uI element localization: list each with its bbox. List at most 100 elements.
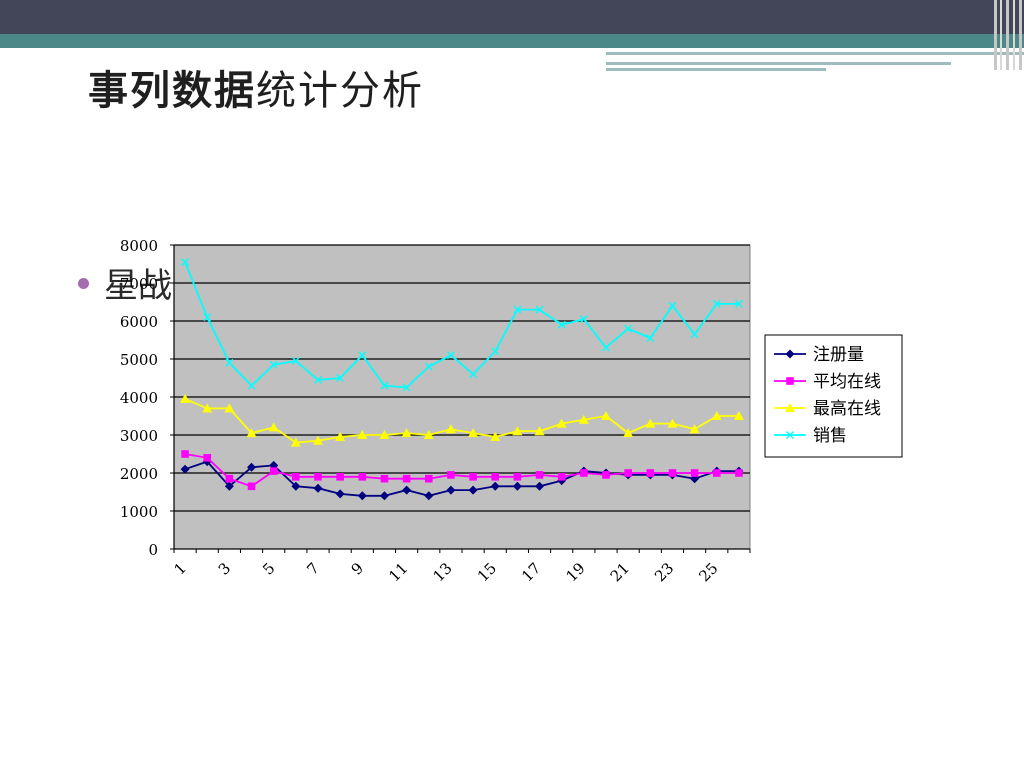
data-point <box>734 299 743 308</box>
data-point <box>733 411 744 420</box>
data-point <box>424 362 433 371</box>
y-tick-label: 0 <box>148 541 158 559</box>
data-point <box>579 315 588 324</box>
data-point <box>335 489 345 499</box>
data-point <box>513 473 522 481</box>
data-point <box>181 258 190 267</box>
data-point <box>445 424 456 434</box>
data-point <box>512 481 522 491</box>
data-point <box>469 473 477 481</box>
data-point <box>690 469 699 477</box>
data-point <box>357 491 367 501</box>
header-accent-line-3 <box>606 68 826 71</box>
data-point <box>513 305 522 314</box>
data-point <box>314 473 322 481</box>
data-point <box>269 467 278 475</box>
data-point <box>668 301 677 310</box>
legend-marker <box>785 349 795 359</box>
data-point <box>512 426 523 436</box>
slide-title-rest: 统计分析 <box>256 68 424 114</box>
data-point <box>246 428 257 438</box>
data-point <box>224 481 234 491</box>
data-point <box>624 469 632 477</box>
slide-title-bold: 事列数据 <box>88 68 256 114</box>
header-vertical-stripe <box>1000 0 1002 70</box>
series-2 <box>181 450 743 491</box>
data-point <box>446 485 456 495</box>
header-vertical-stripe <box>1019 0 1022 70</box>
data-point <box>292 473 300 481</box>
data-point <box>313 483 323 493</box>
header-teal-band <box>0 34 1024 48</box>
data-point <box>247 381 256 390</box>
data-point <box>424 474 433 483</box>
data-point <box>491 473 500 481</box>
slide-title: 事列数据统计分析 <box>88 58 424 116</box>
data-point <box>402 383 411 392</box>
data-point <box>535 471 544 479</box>
legend-marker <box>786 377 794 385</box>
x-tick-label: 3 <box>215 559 234 578</box>
data-point <box>181 450 189 458</box>
header-dark-band <box>0 0 1024 34</box>
data-point <box>203 313 212 322</box>
data-point <box>580 469 588 477</box>
data-point <box>468 485 478 495</box>
data-point <box>735 469 743 477</box>
x-tick-label: 11 <box>385 559 411 585</box>
data-point <box>446 351 455 360</box>
data-point <box>314 375 322 384</box>
x-tick-label: 1 <box>170 559 189 578</box>
data-point <box>578 414 589 424</box>
legend-marker <box>785 403 795 412</box>
data-point <box>711 411 722 420</box>
data-point <box>379 430 390 439</box>
data-point <box>490 431 501 441</box>
data-point <box>247 482 256 491</box>
header-vertical-stripe <box>994 0 997 70</box>
data-point <box>667 418 678 428</box>
y-tick-label: 5000 <box>120 351 158 369</box>
data-point <box>423 430 434 439</box>
data-point <box>336 473 344 481</box>
data-point <box>180 464 190 474</box>
x-tick-label: 5 <box>259 559 278 578</box>
data-point <box>557 473 566 481</box>
data-point <box>712 469 721 477</box>
data-point <box>380 381 389 390</box>
data-point <box>313 435 323 445</box>
data-point <box>358 351 367 360</box>
data-point <box>690 330 699 339</box>
bullet-text: 星战 <box>104 266 172 306</box>
legend-label: 最高在线 <box>813 399 881 419</box>
data-point <box>401 428 412 438</box>
data-point <box>534 426 545 436</box>
y-tick-label: 7000 <box>120 275 158 293</box>
data-point <box>291 481 301 491</box>
data-point <box>646 334 655 343</box>
header-accent-line <box>606 52 1024 55</box>
data-point <box>291 356 300 365</box>
x-tick-label: 23 <box>651 559 677 585</box>
data-point <box>180 393 191 403</box>
legend-label: 平均在线 <box>813 372 881 392</box>
data-point <box>424 491 434 501</box>
data-point <box>491 347 500 356</box>
data-point <box>447 471 455 479</box>
x-tick-label: 25 <box>695 559 721 585</box>
data-point <box>290 437 301 447</box>
data-point <box>268 422 279 432</box>
series-line <box>184 261 739 389</box>
series-3 <box>180 393 744 447</box>
data-point <box>225 474 234 483</box>
legend-label: 销售 <box>813 426 847 446</box>
x-tick-label: 9 <box>348 559 367 578</box>
data-point <box>645 418 656 428</box>
y-tick-label: 3000 <box>120 427 158 445</box>
data-point <box>601 411 611 420</box>
data-point <box>202 403 213 413</box>
legend-label: 注册量 <box>813 345 864 365</box>
x-tick-label: 21 <box>607 559 633 585</box>
data-point <box>623 428 634 438</box>
